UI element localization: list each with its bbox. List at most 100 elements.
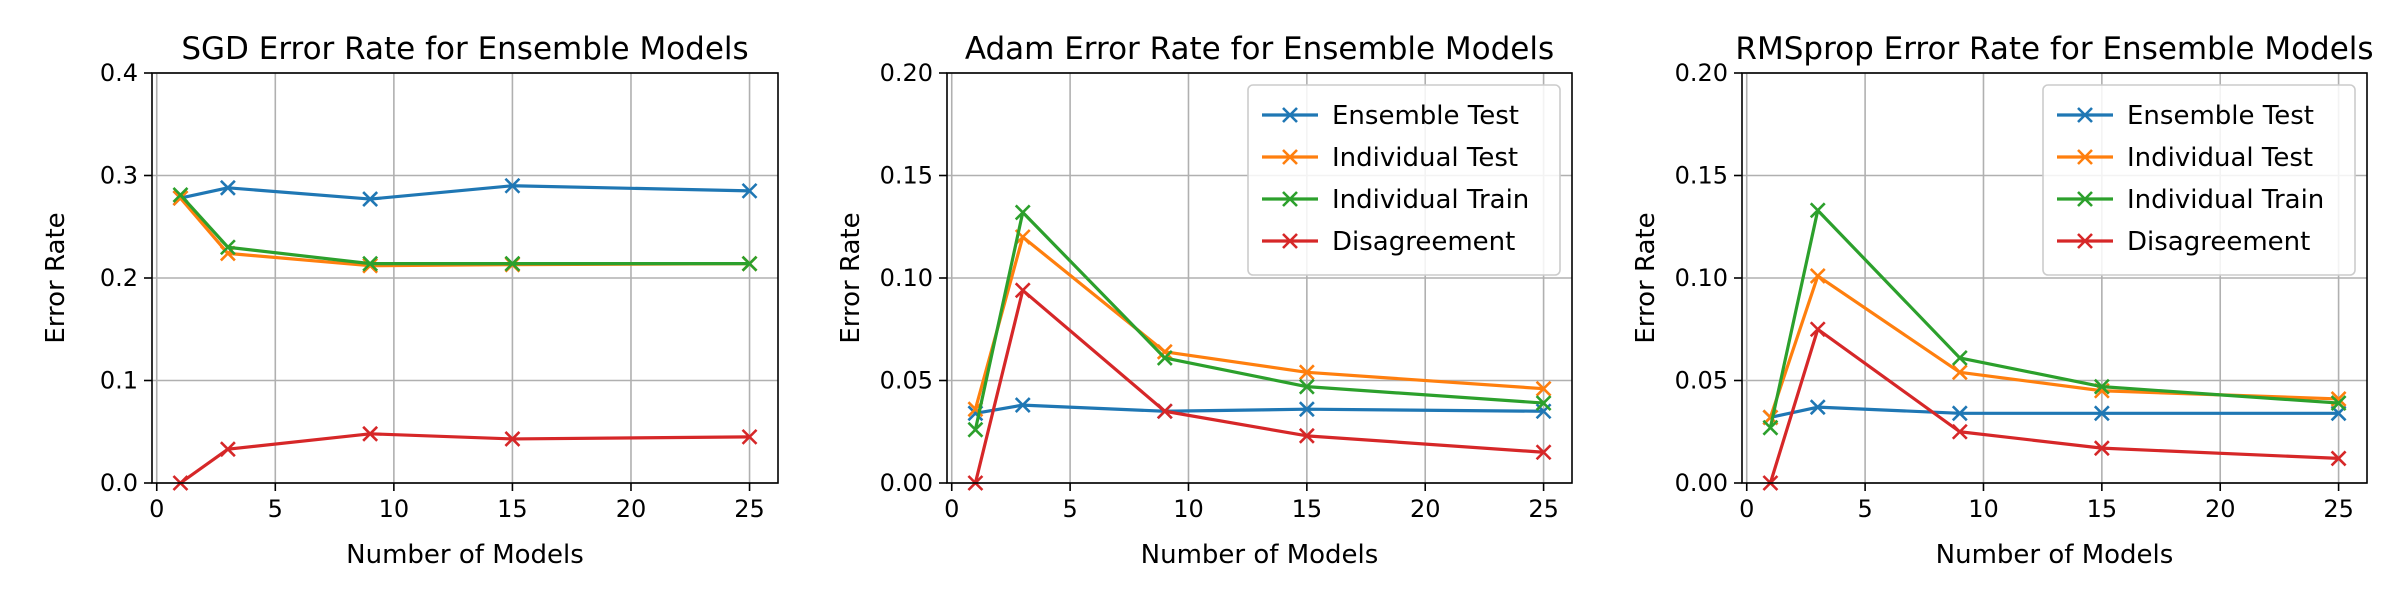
data-point-marker bbox=[504, 431, 521, 447]
legend-frame bbox=[1247, 84, 1561, 276]
data-point-marker bbox=[967, 421, 984, 438]
data-point-marker bbox=[741, 182, 758, 199]
data-point-marker bbox=[172, 190, 189, 206]
data-point-marker bbox=[362, 425, 379, 442]
x-tick-label: 10 bbox=[1968, 495, 1999, 523]
legend-swatch-marker bbox=[1282, 233, 1298, 249]
series-line-ensemble-test bbox=[1770, 405, 2339, 419]
x-tick-label: 15 bbox=[497, 495, 528, 523]
y-tick-label: 0.4 bbox=[100, 59, 138, 87]
legend-swatch-marker bbox=[2077, 149, 2093, 165]
x-tick-label: 5 bbox=[1857, 495, 1872, 523]
x-tick-label: 10 bbox=[1173, 495, 1204, 523]
chart-panel-2: 0 5 10 15 20 25 0.00 0.05 0.10 0.15 0.20 Adam Error… bbox=[836, 31, 1573, 570]
x-tick-label: 25 bbox=[1528, 495, 1559, 523]
x-axis-label: Number of Models bbox=[1936, 540, 2174, 570]
data-point-marker bbox=[2093, 405, 2110, 422]
y-axis-label: Error Rate bbox=[1631, 212, 1661, 343]
data-point-marker bbox=[504, 177, 521, 194]
data-point-marker bbox=[1535, 444, 1552, 461]
data-point-marker bbox=[2330, 395, 2347, 411]
data-point-marker bbox=[362, 191, 379, 207]
x-tick-label: 5 bbox=[1062, 495, 1077, 523]
x-tick-label: 20 bbox=[2205, 495, 2236, 523]
data-point-marker bbox=[1809, 268, 1826, 284]
x-tick-label: 0 bbox=[1739, 495, 1754, 523]
legend: Ensemble Test Individual Test Individual T… bbox=[1247, 84, 1561, 276]
x-tick-label: 10 bbox=[379, 495, 410, 523]
y-tick-label: 0.20 bbox=[1675, 59, 1728, 87]
legend-label: Ensemble Test bbox=[2127, 101, 2314, 131]
x-tick-label: 0 bbox=[149, 495, 164, 523]
y-tick-label: 0.10 bbox=[880, 264, 933, 292]
series-line-ensemble-test bbox=[975, 403, 1544, 415]
data-point-marker bbox=[2093, 378, 2110, 395]
data-point-marker bbox=[1014, 204, 1031, 221]
data-point-marker bbox=[1809, 321, 1826, 338]
legend-label: Individual Train bbox=[2127, 185, 2324, 215]
data-point-marker bbox=[1298, 378, 1315, 395]
y-tick-label: 0.3 bbox=[100, 162, 138, 190]
x-tick-label: 15 bbox=[1292, 495, 1323, 523]
legend-label: Individual Train bbox=[1332, 185, 1529, 215]
data-point-marker bbox=[219, 179, 236, 196]
y-tick-label: 0.20 bbox=[880, 59, 933, 87]
data-point-marker bbox=[172, 187, 189, 203]
chart-title: RMSprop Error Rate for Ensemble Models bbox=[1735, 31, 2373, 67]
data-point-marker bbox=[1298, 427, 1315, 444]
y-tick-label: 0.10 bbox=[1675, 264, 1728, 292]
data-point-marker bbox=[2330, 450, 2347, 467]
x-axis-label: Number of Models bbox=[1141, 540, 1379, 570]
series-line-individual-test bbox=[179, 197, 750, 268]
x-tick-label: 5 bbox=[268, 495, 283, 523]
data-point-marker bbox=[741, 255, 758, 272]
series-line-disagreement bbox=[973, 288, 1544, 484]
y-tick-label: 0.15 bbox=[880, 162, 933, 190]
data-point-marker bbox=[362, 255, 379, 272]
y-tick-label: 0.00 bbox=[1675, 469, 1728, 497]
y-tick-label: 0.00 bbox=[880, 469, 933, 497]
x-tick-label: 15 bbox=[2087, 495, 2118, 523]
data-point-marker bbox=[219, 239, 236, 256]
y-axis-label: Error Rate bbox=[836, 212, 866, 343]
data-point-marker bbox=[504, 255, 521, 272]
data-point-marker bbox=[741, 428, 758, 445]
legend-swatch-marker bbox=[2077, 191, 2093, 207]
data-point-marker bbox=[1298, 364, 1315, 381]
x-tick-label: 0 bbox=[944, 495, 959, 523]
y-tick-label: 0.0 bbox=[100, 469, 138, 497]
legend-swatch-marker bbox=[1282, 191, 1298, 207]
data-point-marker bbox=[362, 257, 379, 274]
data-point-marker bbox=[1014, 282, 1031, 299]
y-tick-label: 0.05 bbox=[880, 367, 933, 395]
legend: Ensemble Test Individual Test Individual T… bbox=[2042, 84, 2356, 276]
data-point-marker bbox=[1156, 343, 1173, 360]
y-tick-label: 0.2 bbox=[100, 264, 138, 292]
data-point-marker bbox=[1951, 423, 1968, 440]
data-point-marker bbox=[1535, 380, 1552, 397]
legend-label: Disagreement bbox=[1332, 227, 1515, 257]
y-tick-label: 0.15 bbox=[1675, 162, 1728, 190]
x-axis-label: Number of Models bbox=[346, 540, 584, 570]
x-tick-label: 20 bbox=[616, 495, 647, 523]
data-point-marker bbox=[1156, 403, 1173, 420]
legend-label: Ensemble Test bbox=[1332, 101, 1519, 131]
legend-label: Individual Test bbox=[1332, 143, 1518, 173]
chart-title: Adam Error Rate for Ensemble Models bbox=[965, 31, 1554, 67]
data-point-marker bbox=[1156, 350, 1173, 366]
series-line-disagreement bbox=[1768, 327, 2339, 484]
data-point-marker bbox=[1951, 405, 1968, 422]
chart-panel-1: 0 5 10 15 20 25 0.0 0.1 0.2 0.3 0.4 SGD Error Rate … bbox=[41, 31, 779, 570]
data-point-marker bbox=[1951, 364, 1968, 381]
data-point-marker bbox=[1809, 202, 1826, 219]
legend-swatch-marker bbox=[2077, 233, 2093, 249]
legend-swatch-marker bbox=[1282, 107, 1298, 123]
legend-frame bbox=[2042, 84, 2356, 276]
x-tick-label: 25 bbox=[2323, 495, 2354, 523]
data-point-marker bbox=[1298, 401, 1315, 418]
data-point-marker bbox=[1809, 399, 1826, 416]
x-tick-label: 25 bbox=[734, 495, 765, 523]
legend-label: Individual Test bbox=[2127, 143, 2313, 173]
